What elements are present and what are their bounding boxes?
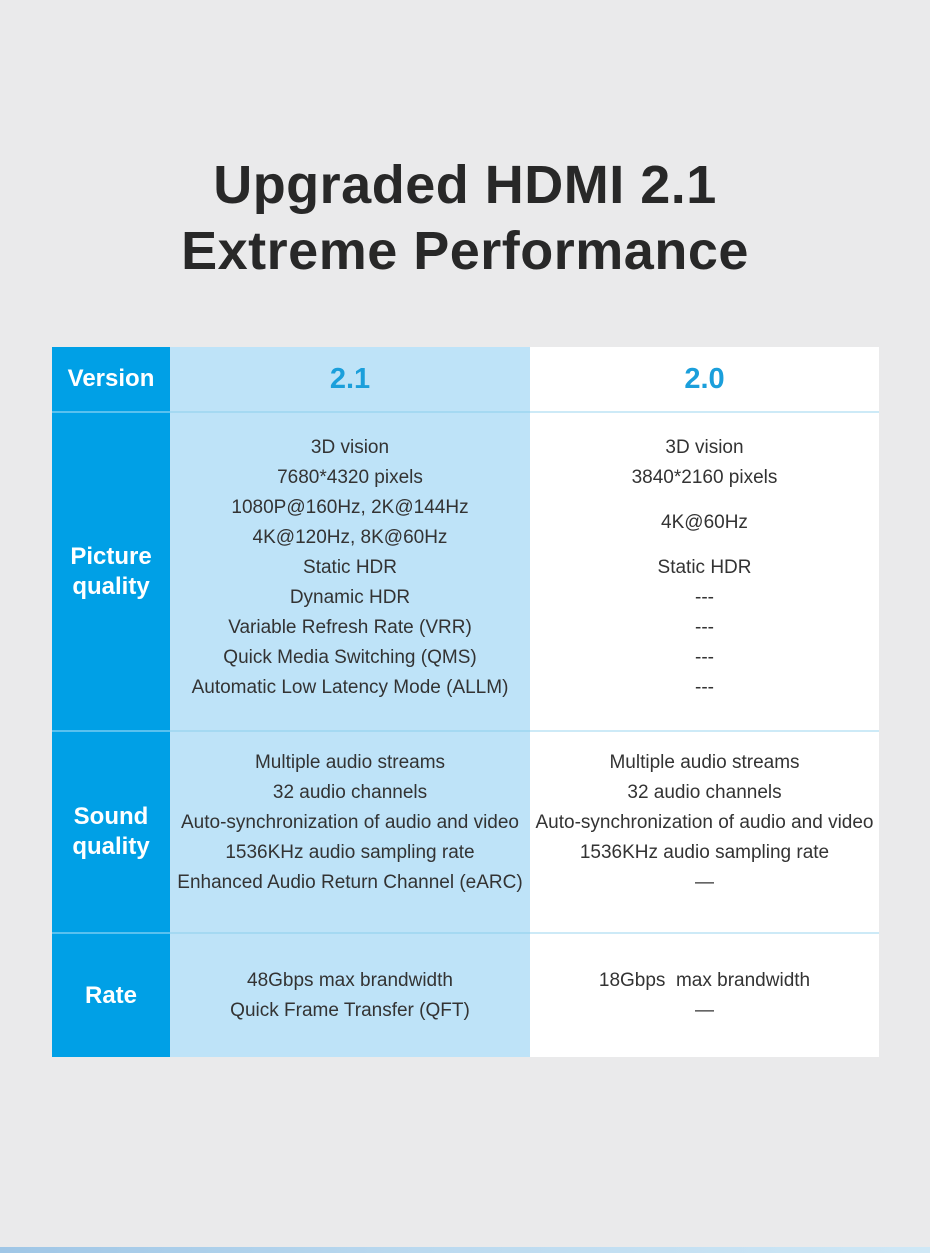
version-cell-2-1: 2.1 <box>170 347 530 413</box>
spec-list: Multiple audio streams 32 audio channels A… <box>170 748 530 898</box>
spec-line: 3840*2160 pixels <box>631 467 778 488</box>
spec-line: Static HDR <box>303 557 397 578</box>
picture-quality-cell-2-1: 3D vision 7680*4320 pixels 1080P@160Hz, 2K… <box>170 413 530 732</box>
spec-line: 48Gbps max brandwidth <box>247 969 453 991</box>
spec-list: 48Gbps max brandwidth Quick Frame Transfe… <box>170 966 530 1026</box>
spec-line: 32 audio channels <box>627 782 782 803</box>
spec-line: 1536KHz audio sampling rate <box>579 842 830 863</box>
rate-cell-2-1: 48Gbps max brandwidth Quick Frame Transfe… <box>170 934 530 1057</box>
spec-line: — <box>695 872 714 893</box>
rate-cell-2-0: 18Gbps max brandwidth — <box>530 934 879 1057</box>
spec-line: --- <box>695 647 714 668</box>
spec-line: 7680*4320 pixels <box>277 467 423 488</box>
spec-line: 4K@120Hz, 8K@60Hz <box>252 527 448 548</box>
spec-line: Static HDR <box>657 557 752 578</box>
spec-line: Quick Media Switching (QMS) <box>223 647 477 668</box>
spec-line: Auto-synchronization of audio and video <box>180 812 519 833</box>
page-title-line2: Extreme Performance <box>181 221 749 281</box>
picture-quality-cell-2-0: 3D vision 3840*2160 pixels 4K@60Hz Static H… <box>530 413 879 732</box>
spec-line: 4K@60Hz <box>661 512 748 533</box>
spec-line: Multiple audio streams <box>609 752 800 773</box>
row-header-rate: Rate <box>52 934 170 1057</box>
row-header-column: Version Picture quality Sound quality Ra… <box>52 347 170 1057</box>
spec-line: Variable Refresh Rate (VRR) <box>228 617 472 638</box>
sound-quality-cell-2-0: Multiple audio streams 32 audio channels A… <box>530 732 879 934</box>
spec-line: 1080P@160Hz, 2K@144Hz <box>231 497 469 518</box>
spec-line: Dynamic HDR <box>289 587 411 608</box>
sound-quality-cell-2-1: Multiple audio streams 32 audio channels A… <box>170 732 530 934</box>
spec-line: --- <box>695 587 714 608</box>
spec-line: Enhanced Audio Return Channel (eARC) <box>177 872 523 893</box>
spec-list: 18Gbps max brandwidth — <box>530 966 879 1026</box>
spec-line: 1536KHz audio sampling rate <box>225 842 475 863</box>
version-cell-2-0: 2.0 <box>530 347 879 413</box>
comparison-table: Version Picture quality Sound quality Ra… <box>52 347 879 1057</box>
spec-list: 3D vision 7680*4320 pixels 1080P@160Hz, 2K… <box>170 433 530 703</box>
spec-line: Auto-synchronization of audio and video <box>535 812 874 833</box>
row-header-picture-quality: Picture quality <box>52 413 170 732</box>
row-header-version: Version <box>52 347 170 413</box>
column-hdmi-2-1: 2.1 3D vision 7680*4320 pixels 1080P@160Hz… <box>170 347 530 1057</box>
spec-line: Automatic Low Latency Mode (ALLM) <box>191 677 509 698</box>
spec-line: Quick Frame Transfer (QFT) <box>230 999 470 1021</box>
spec-line: --- <box>695 677 714 698</box>
spec-list: 3D vision 3840*2160 pixels 4K@60Hz Static H… <box>530 433 879 703</box>
column-hdmi-2-0: 2.0 3D vision 3840*2160 pixels 4K@60Hz Stat… <box>530 347 879 1057</box>
page-title-line1: Upgraded HDMI 2.1 <box>213 155 717 215</box>
spec-line: 18Gbps max brandwidth <box>598 969 811 991</box>
version-label-2-1: 2.1 <box>329 362 371 395</box>
spec-line: 32 audio channels <box>272 782 428 803</box>
page-title: Upgraded HDMI 2.1 Extreme Performance <box>0 152 930 284</box>
spec-line: 3D vision <box>665 437 744 458</box>
row-header-sound-quality: Sound quality <box>52 732 170 934</box>
version-label-2-0: 2.0 <box>684 362 725 395</box>
spec-line: Multiple audio streams <box>254 752 446 773</box>
spec-line: --- <box>695 617 714 638</box>
spec-list: Multiple audio streams 32 audio channels A… <box>530 748 879 898</box>
bottom-accent-bar <box>0 1247 930 1253</box>
spec-line: — <box>695 999 714 1021</box>
spec-line: 3D vision <box>310 437 390 458</box>
